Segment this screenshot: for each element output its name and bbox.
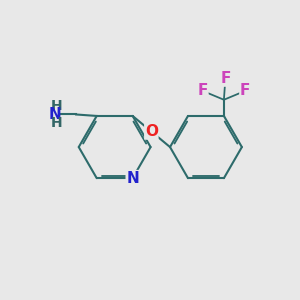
Text: N: N (126, 171, 139, 186)
Text: O: O (145, 124, 158, 139)
Text: H: H (51, 99, 62, 112)
Text: F: F (240, 83, 250, 98)
Text: H: H (51, 116, 62, 130)
Text: F: F (197, 83, 208, 98)
Text: N: N (49, 107, 61, 122)
Text: F: F (220, 71, 231, 86)
